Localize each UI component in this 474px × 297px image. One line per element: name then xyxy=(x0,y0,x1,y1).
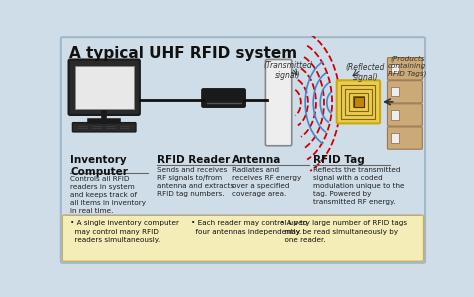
FancyBboxPatch shape xyxy=(73,123,136,132)
Text: Reflects the transmitted
signal with a coded
modulation unique to the
tag. Power: Reflects the transmitted signal with a c… xyxy=(313,167,404,205)
Bar xyxy=(391,64,399,73)
Text: Radiates and
receives RF energy
over a specified
coverage area.: Radiates and receives RF energy over a s… xyxy=(232,167,301,197)
Bar xyxy=(75,66,134,109)
FancyBboxPatch shape xyxy=(61,37,425,263)
Text: RFID Tag: RFID Tag xyxy=(313,155,365,165)
Bar xyxy=(345,89,372,115)
Bar xyxy=(391,133,399,143)
FancyBboxPatch shape xyxy=(387,81,422,103)
Text: (Reflected
signal): (Reflected signal) xyxy=(346,63,385,82)
FancyBboxPatch shape xyxy=(337,80,380,124)
Text: RFID Reader: RFID Reader xyxy=(156,155,230,165)
Bar xyxy=(353,97,364,107)
Text: (Products
containing
RFID Tags): (Products containing RFID Tags) xyxy=(388,56,427,77)
FancyBboxPatch shape xyxy=(387,127,422,149)
Text: (Transmitted
signal): (Transmitted signal) xyxy=(264,61,312,80)
Bar xyxy=(354,97,364,107)
Text: A typical UHF RFID system: A typical UHF RFID system xyxy=(69,46,297,61)
FancyBboxPatch shape xyxy=(387,58,422,80)
Text: Inventory
Computer: Inventory Computer xyxy=(70,155,128,177)
FancyBboxPatch shape xyxy=(387,104,422,126)
Text: • A single inventory computer
  may control many RFID
  readers simultaneously.: • A single inventory computer may contro… xyxy=(70,220,179,243)
FancyBboxPatch shape xyxy=(69,59,140,115)
Text: Antenna: Antenna xyxy=(232,155,281,165)
Bar xyxy=(341,85,375,119)
Text: • Each reader may control up to
  four antennas independently.: • Each reader may control up to four ant… xyxy=(191,220,308,235)
Bar xyxy=(391,87,399,97)
FancyBboxPatch shape xyxy=(265,59,292,146)
Bar xyxy=(391,110,399,120)
Text: Controls all RFID
readers in system
and keeps track of
all items in inventory
in: Controls all RFID readers in system and … xyxy=(70,176,146,214)
FancyBboxPatch shape xyxy=(202,89,245,107)
Text: Sends and receives
RF signals to/from
antenna and extracts
RFID tag numbers.: Sends and receives RF signals to/from an… xyxy=(156,167,234,197)
Text: • A very large number of RFID tags
  may be read simultaneously by
  one reader.: • A very large number of RFID tags may b… xyxy=(280,220,407,243)
Bar xyxy=(349,93,368,111)
FancyBboxPatch shape xyxy=(63,215,423,261)
